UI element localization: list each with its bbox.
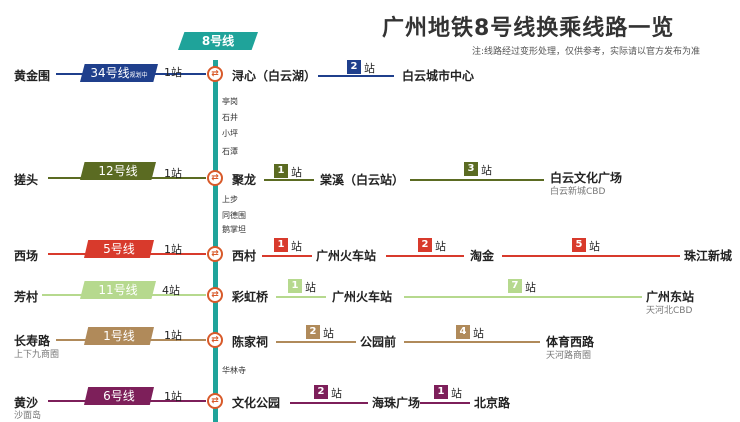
disclaimer-note: 注:线路经过变形处理，仅供参考，实际请以官方发布为准 xyxy=(472,47,701,57)
minor-stop: 亭岗 xyxy=(222,97,238,106)
line-badge-34: 34号线规划中 xyxy=(80,64,158,82)
minor-stop: 石井 xyxy=(222,113,238,122)
line-8-banner: 8号线 xyxy=(178,32,258,50)
area-label: 天河路商圈 xyxy=(546,351,592,361)
line-segment xyxy=(386,255,464,257)
line-segment xyxy=(318,75,394,77)
transfer-station: 聚龙 xyxy=(232,173,257,187)
transfer-station: 彩虹桥 xyxy=(232,290,269,304)
stop-count: 4站 xyxy=(162,284,180,297)
destination-station: 棠溪（白云站） xyxy=(320,173,405,187)
destination-station: 白云文化广场 xyxy=(550,171,623,185)
minor-stop: 上步 xyxy=(222,195,238,204)
minor-stop: 华林寺 xyxy=(222,366,246,375)
transfer-origin: 黄金围 xyxy=(14,69,51,83)
area-label: 沙面岛 xyxy=(14,411,42,421)
destination-station: 珠江新城 xyxy=(684,249,733,263)
stop-count: 1站 xyxy=(164,66,182,79)
area-label: 天河北CBD xyxy=(646,306,693,316)
stop-unit: 站 xyxy=(473,327,484,340)
stop-count: 1站 xyxy=(164,329,182,342)
transfer-icon: ⇄ xyxy=(207,332,223,348)
stop-unit: 站 xyxy=(525,281,536,294)
transfer-icon: ⇄ xyxy=(207,393,223,409)
stop-count-box: 4 xyxy=(456,325,470,339)
transfer-origin: 搓头 xyxy=(14,173,39,187)
transfer-station: 陈家祠 xyxy=(232,335,269,349)
area-label: 上下九商圈 xyxy=(14,350,60,360)
destination-station: 广州火车站 xyxy=(316,249,377,263)
line-segment xyxy=(276,341,356,343)
stop-unit: 站 xyxy=(291,240,302,253)
stop-count: 1站 xyxy=(164,167,182,180)
destination-station: 体育西路 xyxy=(546,335,595,349)
stop-unit: 站 xyxy=(331,387,342,400)
stop-count: 1站 xyxy=(164,390,182,403)
destination-station: 公园前 xyxy=(360,335,397,349)
area-label: 白云新城CBD xyxy=(550,187,606,197)
stop-unit: 站 xyxy=(323,327,334,340)
stop-count-box: 3 xyxy=(464,162,478,176)
destination-station: 广州火车站 xyxy=(332,290,393,304)
stop-count-box: 1 xyxy=(434,385,448,399)
line-badge-1: 1号线 xyxy=(84,327,154,345)
transfer-origin: 黄沙 xyxy=(14,396,39,410)
transfer-icon: ⇄ xyxy=(207,287,223,303)
destination-station: 北京路 xyxy=(474,396,511,410)
stop-unit: 站 xyxy=(435,240,446,253)
transfer-station: 浔心（白云湖） xyxy=(232,69,317,83)
line-segment xyxy=(264,179,314,181)
line-segment xyxy=(262,255,312,257)
transfer-icon: ⇄ xyxy=(207,246,223,262)
stop-unit: 站 xyxy=(305,281,316,294)
stop-unit: 站 xyxy=(481,164,492,177)
stop-unit: 站 xyxy=(291,166,302,179)
transfer-station: 西村 xyxy=(232,249,257,263)
stop-count-box: 1 xyxy=(274,164,288,178)
line-segment xyxy=(502,255,680,257)
transfer-origin: 芳村 xyxy=(14,290,39,304)
stop-unit: 站 xyxy=(589,240,600,253)
page-title: 广州地铁8号线换乘线路一览 xyxy=(382,16,675,41)
line-badge-11: 11号线 xyxy=(80,281,156,299)
line-segment xyxy=(420,402,470,404)
stop-count-box: 1 xyxy=(288,279,302,293)
transfer-icon: ⇄ xyxy=(207,66,223,82)
stop-count-box: 7 xyxy=(508,279,522,293)
destination-station: 白云城市中心 xyxy=(402,69,475,83)
stop-count-box: 2 xyxy=(314,385,328,399)
line-segment xyxy=(276,296,326,298)
line-badge-5: 5号线 xyxy=(84,240,154,258)
stop-unit: 站 xyxy=(364,62,375,75)
destination-station: 淘金 xyxy=(470,249,495,263)
stop-count-box: 1 xyxy=(274,238,288,252)
minor-stop: 同德围 xyxy=(222,211,246,220)
minor-stop: 小坪 xyxy=(222,129,238,138)
stop-count-box: 2 xyxy=(418,238,432,252)
stop-unit: 站 xyxy=(451,387,462,400)
stop-count-box: 2 xyxy=(306,325,320,339)
line-segment xyxy=(290,402,368,404)
line-8-trunk xyxy=(213,60,218,422)
line-segment xyxy=(404,296,642,298)
minor-stop: 鹅掌坦 xyxy=(222,225,246,234)
stop-count-box: 2 xyxy=(347,60,361,74)
transfer-station: 文化公园 xyxy=(232,396,281,410)
line-segment xyxy=(410,179,544,181)
transfer-origin: 长寿路 xyxy=(14,334,51,348)
destination-station: 海珠广场 xyxy=(372,396,421,410)
transfer-icon: ⇄ xyxy=(207,170,223,186)
line-badge-12: 12号线 xyxy=(80,162,156,180)
stop-count-box: 5 xyxy=(572,238,586,252)
line-badge-6: 6号线 xyxy=(84,387,154,405)
line-segment xyxy=(404,341,540,343)
transfer-origin: 西场 xyxy=(14,249,39,263)
stop-count: 1站 xyxy=(164,243,182,256)
minor-stop: 石潭 xyxy=(222,147,238,156)
destination-station: 广州东站 xyxy=(646,290,695,304)
